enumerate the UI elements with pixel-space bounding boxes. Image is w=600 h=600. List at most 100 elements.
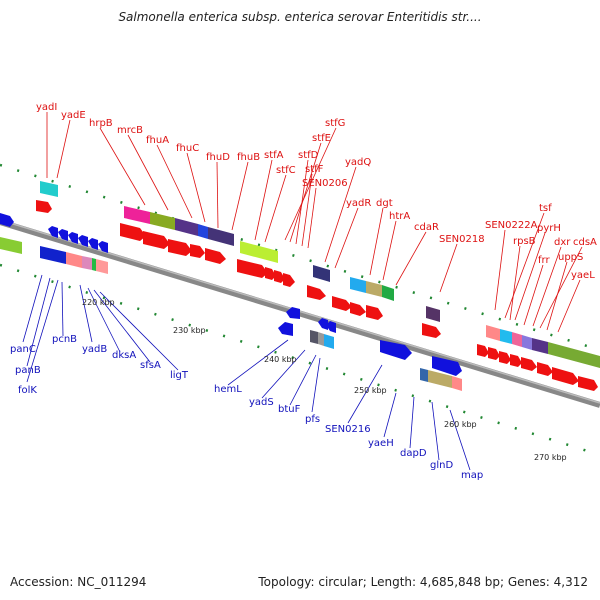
gene-label: stfF	[305, 164, 324, 175]
map-title: Salmonella enterica subsp. enterica sero…	[118, 10, 482, 24]
feature-block	[420, 368, 428, 382]
feature-block	[382, 285, 394, 301]
reverse-gene-arrow	[286, 307, 300, 319]
feature-block	[0, 237, 22, 254]
forward-label-group	[46, 112, 583, 333]
tick-label: 260 kbp	[444, 420, 477, 429]
gene-label: frr	[538, 255, 550, 266]
forward-gene-arrow	[521, 357, 537, 371]
feature-block	[366, 281, 382, 297]
feature-block	[198, 224, 208, 239]
gene-label: hrpB	[89, 118, 113, 129]
gene-label: fhuA	[146, 135, 169, 146]
gene-label: panC	[10, 344, 36, 355]
feature-block	[96, 259, 108, 274]
forward-gene-arrow	[578, 376, 598, 391]
upper-guide-line	[0, 163, 600, 352]
gene-label: hemL	[214, 384, 242, 395]
feature-block	[486, 325, 500, 341]
gene-label: yadI	[36, 102, 57, 113]
gene-label: mrcB	[117, 125, 143, 136]
tick-label: 220 kbp	[82, 298, 115, 307]
feature-block	[150, 212, 175, 230]
feature-block	[82, 256, 92, 270]
gene-label: sfsA	[140, 360, 161, 371]
feature-block	[324, 334, 334, 349]
gene-label: folK	[18, 385, 37, 396]
gene-label: yadS	[249, 397, 274, 408]
gene-label: map	[461, 470, 483, 481]
feature-block	[124, 206, 150, 224]
gene-label: pyrH	[537, 223, 561, 234]
feature-block	[532, 338, 548, 354]
feature-block	[313, 265, 330, 282]
gene-label: htrA	[389, 211, 410, 222]
forward-gene-arrow	[307, 285, 326, 300]
reverse-gene-arrow	[432, 356, 462, 376]
reverse-labels: panC panB folK pcnB yadB dksA sfsA ligT …	[10, 334, 483, 481]
tick-label: 230 kbp	[173, 326, 206, 335]
gene-label: uppS	[558, 252, 583, 263]
feature-block	[240, 241, 278, 263]
feature-block	[310, 330, 318, 344]
gene-label: dksA	[112, 350, 136, 361]
gene-label: SEN0206	[302, 178, 348, 189]
forward-gene-arrow	[36, 200, 52, 213]
feature-block	[522, 335, 532, 350]
feature-block	[92, 258, 96, 271]
tick-label: 240 kbp	[264, 355, 297, 364]
gene-label: SEN0218	[439, 234, 485, 245]
forward-gene-track	[36, 200, 598, 391]
forward-gene-arrow	[120, 223, 146, 241]
gene-label: ligT	[170, 370, 189, 381]
gene-label: yaeH	[368, 438, 394, 449]
gene-label: dapD	[400, 448, 427, 459]
forward-gene-arrow	[350, 302, 366, 316]
feature-block	[500, 329, 512, 344]
gene-label: yadQ	[345, 157, 371, 168]
feature-block	[426, 306, 440, 322]
reverse-gene-arrow	[278, 322, 293, 336]
gene-label: stfD	[298, 150, 319, 161]
gene-label: cdsA	[573, 237, 597, 248]
reverse-feature-blocks	[0, 237, 462, 391]
reverse-gene-track	[0, 213, 462, 376]
gene-label: pcnB	[52, 334, 77, 345]
feature-block	[512, 332, 522, 347]
gene-label: stfA	[264, 150, 284, 161]
forward-gene-arrow	[537, 362, 553, 376]
gene-label: tsf	[539, 203, 552, 214]
reverse-gene-arrow	[48, 226, 58, 238]
gene-label: dgt	[376, 198, 393, 209]
gene-label: panB	[15, 365, 41, 376]
gene-label: yadB	[82, 344, 107, 355]
feature-block	[548, 342, 600, 368]
feature-block	[66, 252, 82, 268]
reverse-label-group	[22, 274, 471, 471]
forward-gene-arrow	[237, 259, 268, 278]
feature-block	[40, 181, 58, 197]
forward-gene-arrow	[552, 367, 579, 385]
feature-block	[428, 370, 452, 388]
forward-feature-blocks	[40, 181, 600, 368]
gene-label: glnD	[430, 460, 453, 471]
gene-label: stfE	[312, 133, 331, 144]
topology-label: Topology: circular; Length: 4,685,848 bp…	[258, 575, 588, 589]
gene-label: fhuB	[237, 152, 260, 163]
gene-label: btuF	[278, 404, 301, 415]
forward-gene-arrow	[477, 344, 489, 357]
feature-block	[452, 376, 462, 391]
gene-label: fhuD	[206, 152, 230, 163]
feature-block	[318, 332, 324, 346]
forward-gene-arrow	[190, 244, 205, 258]
reverse-gene-arrow	[326, 321, 336, 333]
forward-gene-arrow	[205, 248, 226, 264]
forward-gene-arrow	[510, 354, 522, 367]
feature-block	[350, 277, 366, 293]
forward-gene-arrow	[422, 323, 441, 338]
forward-gene-arrow	[168, 239, 192, 256]
reverse-gene-arrow	[68, 232, 78, 244]
gene-label: yaeL	[571, 270, 595, 281]
forward-gene-arrow	[274, 270, 285, 283]
gene-label: cdaR	[414, 222, 439, 233]
